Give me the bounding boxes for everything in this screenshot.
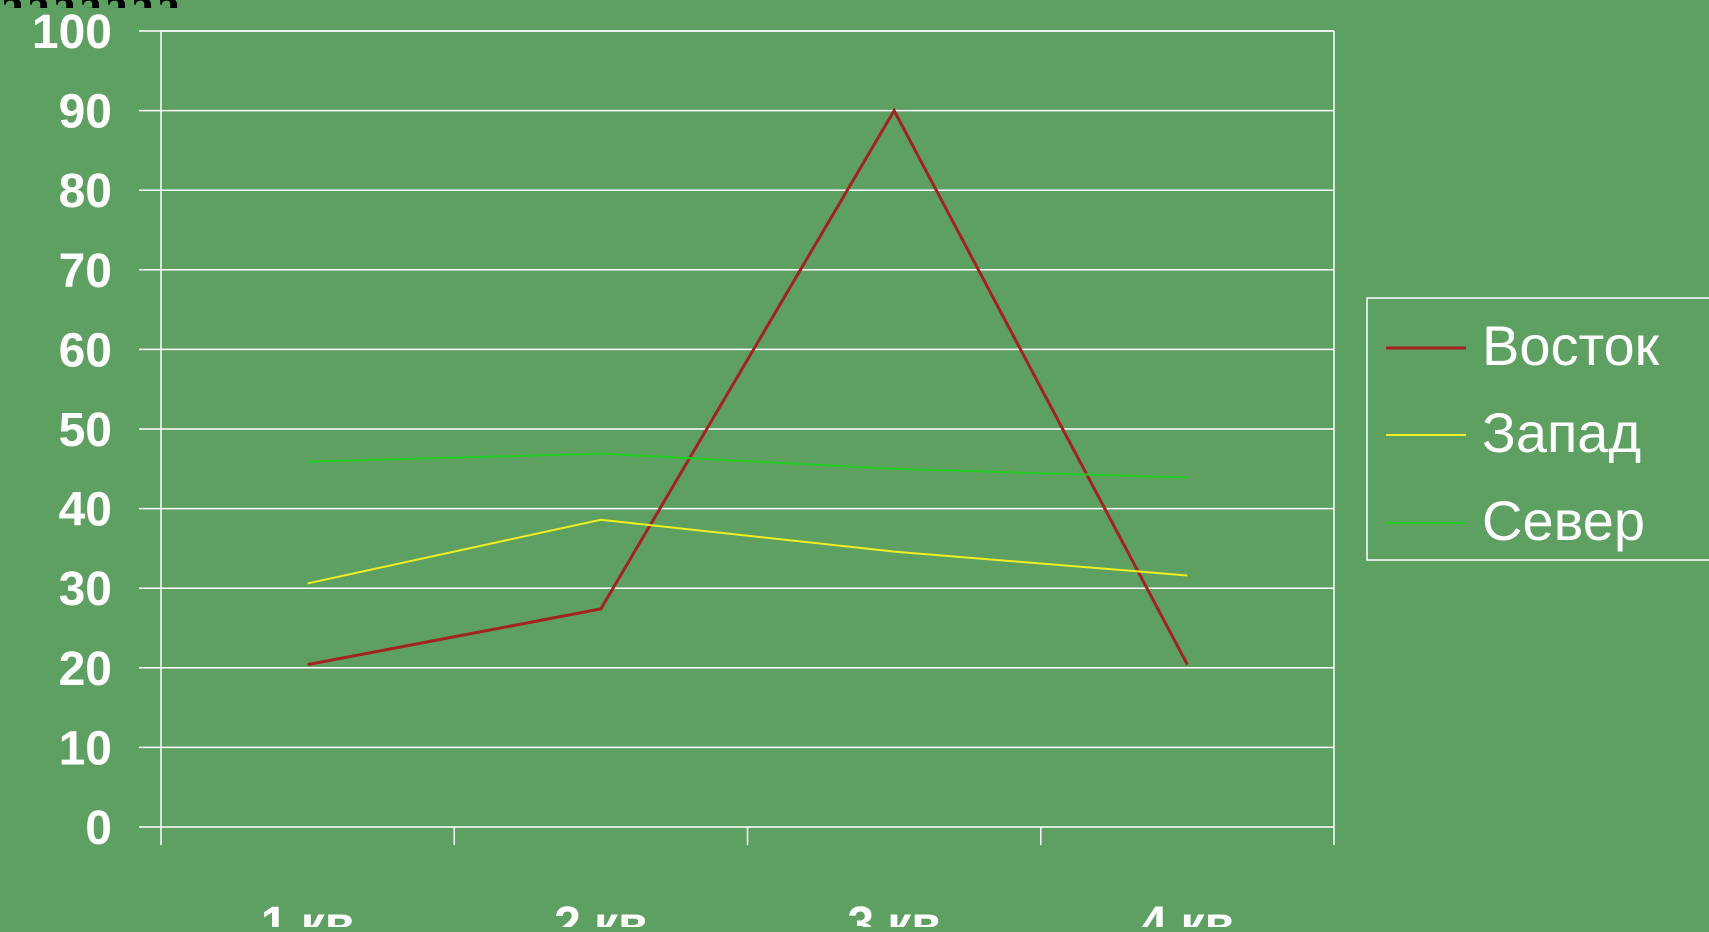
y-tick-label: 60 bbox=[59, 324, 112, 377]
legend-label-1: Восток bbox=[1482, 314, 1660, 377]
grid-lines bbox=[161, 30, 1334, 749]
y-tick-label: 70 bbox=[59, 245, 112, 298]
x-tick-label: 2 кв bbox=[554, 898, 648, 927]
x-tick-label: 3 кв bbox=[847, 898, 941, 927]
y-tick-label: 100 bbox=[32, 6, 112, 59]
y-tick-label: 0 bbox=[85, 802, 112, 855]
y-tick-label: 40 bbox=[59, 484, 112, 537]
y-tick-label: 90 bbox=[59, 86, 112, 139]
series-line-1 bbox=[307, 107, 1189, 667]
cropped-title: ааааааа bbox=[0, 0, 300, 8]
y-tick-label: 20 bbox=[59, 643, 112, 696]
legend: Восток Запад Север bbox=[1366, 297, 1709, 561]
x-tick-label: 1 кв bbox=[261, 898, 355, 927]
x-tick-label: 4 кв bbox=[1141, 898, 1235, 927]
x-axis-tick-labels: 1 кв 2 кв 3 кв 4 кв bbox=[261, 898, 1235, 932]
legend-label-3: Север bbox=[1482, 489, 1645, 552]
series-line-2 bbox=[307, 518, 1188, 585]
y-tick-label: 50 bbox=[59, 404, 112, 457]
y-tick-label: 30 bbox=[59, 563, 112, 616]
axes bbox=[139, 30, 1335, 845]
cropped-title-text: ааааааа bbox=[0, 0, 182, 8]
legend-box bbox=[1366, 297, 1709, 561]
y-axis-tick-labels: 0 10 20 30 40 50 60 70 80 90 100 bbox=[32, 6, 112, 855]
legend-label-2: Запад bbox=[1482, 401, 1641, 464]
series-lines bbox=[307, 107, 1189, 667]
y-tick-label: 80 bbox=[59, 165, 112, 218]
series-line-3 bbox=[307, 452, 1188, 479]
y-tick-label: 10 bbox=[59, 722, 112, 775]
